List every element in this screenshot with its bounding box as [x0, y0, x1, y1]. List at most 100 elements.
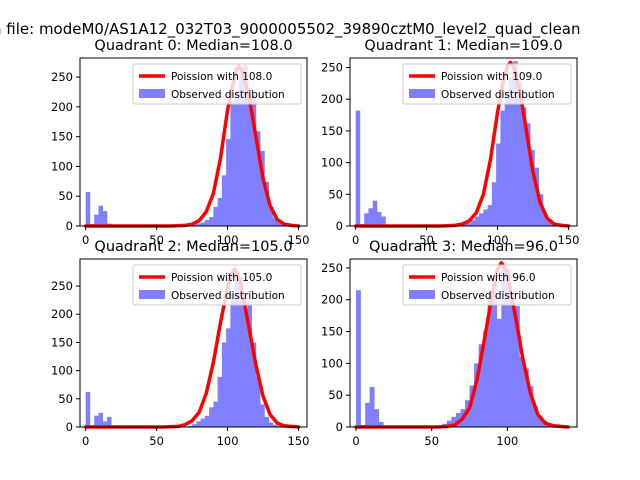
histogram-bar	[255, 376, 261, 427]
histogram-bar	[217, 376, 223, 427]
histogram-bar	[466, 222, 471, 226]
histogram-bar	[196, 223, 201, 226]
histogram-bar	[356, 290, 361, 427]
axes-frame	[79, 258, 308, 428]
figure-suptitle: n file: modeM0/AS1A12_032T03_9000005502_…	[0, 20, 581, 39]
histogram-bar	[85, 392, 91, 427]
histogram-bar	[200, 418, 206, 427]
chart-panel-1: Quadrant 1: Median=109.0 0 50 100 150 0 50 100 1…	[321, 38, 579, 247]
legend-bar-swatch	[409, 89, 435, 98]
chart-panel-0: Quadrant 0: Median=108.0 0 50 100 150 0 50 100 1…	[51, 38, 309, 247]
y-tick-label: 150	[51, 130, 73, 144]
histogram-bar	[102, 211, 108, 226]
histogram-bar	[368, 208, 373, 226]
histogram-bar	[200, 222, 206, 226]
x-tick-label: 100	[217, 233, 239, 247]
histogram-bar	[238, 277, 244, 427]
histogram-bar	[369, 386, 375, 427]
histogram-bar	[213, 401, 218, 427]
chart-title: Quadrant 1: Median=109.0	[364, 38, 562, 54]
histogram-bar	[226, 139, 231, 226]
legend-box	[132, 264, 302, 306]
legend-box	[132, 63, 302, 105]
histogram-bar	[209, 217, 214, 226]
x-tick-label: 150	[558, 233, 580, 247]
histogram-bar	[204, 220, 210, 226]
histogram-bar	[277, 425, 282, 427]
x-tick-label: 0	[352, 434, 359, 448]
histogram-bar	[483, 209, 488, 226]
histogram-bar	[247, 302, 252, 427]
y-tick-label: 200	[51, 307, 73, 321]
histogram-bar	[504, 91, 510, 226]
histogram-bar	[514, 306, 520, 427]
x-tick-label: 50	[419, 233, 434, 247]
histogram-bar	[378, 421, 384, 427]
x-tick-label: 100	[487, 233, 509, 247]
histogram-bar	[542, 214, 548, 226]
histogram-bar	[230, 291, 235, 427]
legend-bar-swatch	[139, 89, 165, 98]
histogram-bar	[272, 217, 278, 226]
legend-box	[402, 264, 572, 306]
histogram-bar	[364, 213, 369, 226]
histogram-bar	[98, 412, 103, 427]
histogram-bar	[487, 205, 493, 226]
y-tick-label: 250	[321, 61, 343, 75]
y-tick-label: 100	[321, 156, 343, 170]
x-tick-label: 50	[424, 434, 439, 448]
histogram-bar	[192, 424, 197, 427]
histogram-bar	[538, 194, 544, 226]
y-tick-label: 50	[328, 187, 343, 201]
histogram-bar	[519, 357, 525, 427]
histogram-bar	[462, 224, 467, 226]
histogram-bar	[500, 110, 505, 226]
histogram-bar	[381, 216, 386, 226]
y-tick-label: 0	[66, 219, 73, 233]
chart-panel-2: Quadrant 2: Median=105.0 0 50 100 150 0 50 100 1…	[51, 239, 309, 448]
y-tick-label: 250	[321, 261, 343, 275]
histogram-bar	[505, 269, 511, 427]
histogram-bar	[221, 342, 227, 427]
histogram-bar	[209, 407, 214, 427]
legend-entry: Observed distribution	[171, 89, 285, 101]
axes-frame	[349, 258, 578, 428]
axes-frame	[349, 57, 578, 227]
histogram-bar	[268, 206, 274, 226]
histogram-bar	[491, 182, 497, 226]
y-tick-label: 200	[321, 92, 343, 106]
histogram-bar	[234, 91, 240, 226]
histogram-bar	[238, 74, 244, 226]
histogram-bar	[537, 415, 543, 427]
x-tick-label: 50	[149, 233, 164, 247]
histogram-bar	[479, 213, 484, 226]
histogram-bar	[264, 181, 269, 226]
histogram-bar	[470, 220, 476, 226]
histogram-bar	[496, 318, 502, 427]
y-tick-label: 200	[51, 100, 73, 114]
legend-entry: Observed distribution	[171, 290, 285, 302]
x-tick-label: 100	[496, 434, 518, 448]
histogram-bar	[483, 331, 489, 427]
y-tick-label: 250	[51, 279, 73, 293]
histogram-bar	[255, 131, 261, 226]
y-tick-label: 150	[321, 325, 343, 339]
histogram-bar	[213, 206, 218, 226]
legend-entry: Poission with 96.0	[441, 272, 536, 284]
x-tick-label: 0	[82, 434, 89, 448]
y-tick-label: 0	[66, 420, 73, 434]
histogram-bar	[268, 422, 274, 427]
histogram-bar	[521, 107, 527, 226]
y-tick-label: 0	[336, 219, 343, 233]
chart-title: Quadrant 2: Median=105.0	[94, 239, 292, 255]
histogram-bar	[451, 416, 457, 427]
histogram-bar	[260, 150, 265, 226]
chart-panel-3: Quadrant 3: Median=96.0 0 50 100 0 50 100 150 20…	[321, 239, 578, 448]
y-tick-label: 150	[321, 124, 343, 138]
x-tick-label: 50	[149, 434, 164, 448]
histogram-bar	[547, 219, 552, 226]
histogram-bar	[496, 143, 501, 226]
histogram-bar	[102, 421, 108, 427]
legend-entry: Poission with 105.0	[171, 272, 272, 284]
histogram-bar	[234, 274, 240, 427]
